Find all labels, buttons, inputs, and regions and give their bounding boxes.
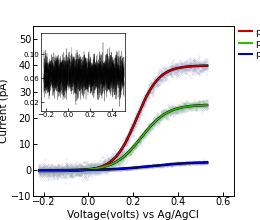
Y-axis label: Current (pA): Current (pA) [0,79,9,143]
X-axis label: Voltage(volts) vs Ag/AgCl: Voltage(volts) vs Ag/AgCl [67,210,199,220]
Legend: probe 1, probe 2, probe 3: probe 1, probe 2, probe 3 [238,28,260,59]
